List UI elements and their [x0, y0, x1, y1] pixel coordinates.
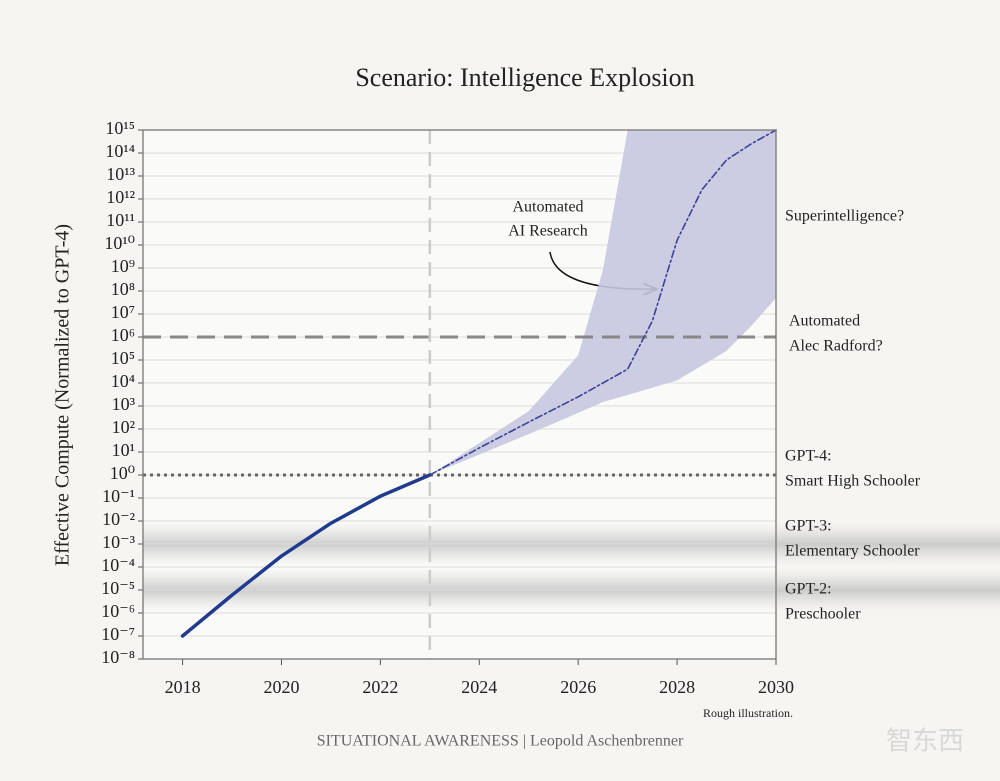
x-tick-label: 2020: [263, 677, 299, 697]
watermark: 智东西: [886, 727, 964, 757]
y-tick-label: 10⁰: [110, 463, 135, 483]
level-label: Automated: [789, 313, 860, 330]
y-tick-label: 10¹²: [106, 187, 135, 207]
y-axis-label: Effective Compute (Normalized to GPT-4): [52, 224, 74, 566]
x-tick-label: 2018: [165, 677, 201, 697]
level-label: GPT-2:: [785, 581, 832, 598]
x-tick-label: 2026: [560, 677, 596, 697]
x-tick-label: 2022: [362, 677, 398, 697]
series-line: [180, 473, 432, 638]
source: SITUATIONAL AWARENESS | Leopold Aschenbr…: [317, 733, 684, 750]
level-label: GPT-4:: [785, 448, 832, 465]
y-tick-label: 10¹⁵: [105, 118, 135, 138]
level-label: Superintelligence?: [785, 208, 904, 225]
y-tick-label: 10⁻⁵: [101, 578, 135, 598]
note: Rough illustration.: [703, 706, 793, 720]
y-tick-label: 10⁹: [111, 256, 135, 276]
level-label: Alec Radford?: [789, 338, 883, 355]
y-tick-label: 10³: [112, 394, 136, 414]
level-label: Elementary Schooler: [785, 543, 920, 560]
y-tick-label: 10⁻³: [102, 532, 136, 552]
plot-frame: [142, 129, 777, 660]
y-tick-label: 10⁻⁶: [101, 601, 135, 621]
y-tick-label: 10¹³: [106, 164, 135, 184]
level-label: Preschooler: [785, 606, 861, 623]
x-tick-label: 2024: [461, 677, 497, 697]
series-line: [429, 129, 777, 476]
annotation: Automated: [512, 199, 583, 216]
y-tick-label: 10⁻⁸: [101, 647, 135, 667]
y-tick-label: 10⁻²: [102, 509, 135, 529]
x-tick-label: 2028: [659, 677, 695, 697]
annotation: AI Research: [508, 223, 588, 240]
level-label: GPT-3:: [785, 518, 832, 535]
y-tick-label: 10⁴: [111, 371, 135, 391]
y-tick-label: 10⁶: [111, 325, 135, 345]
x-tick-label: 2030: [758, 677, 794, 697]
y-tick-label: 10¹¹: [106, 210, 135, 230]
y-tick-label: 10²: [112, 417, 135, 437]
y-tick-label: 10⁻⁷: [101, 624, 135, 644]
y-tick-label: 10¹⁴: [105, 141, 135, 161]
y-tick-label: 10⁷: [111, 302, 135, 322]
level-label: Smart High Schooler: [785, 473, 921, 490]
chart-title: Scenario: Intelligence Explosion: [355, 63, 694, 92]
y-tick-label: 10⁻⁴: [101, 555, 135, 575]
y-tick-label: 10⁻¹: [102, 486, 135, 506]
y-tick-label: 10⁸: [111, 279, 135, 299]
y-tick-label: 10¹⁰: [104, 233, 135, 253]
y-tick-label: 10⁵: [111, 348, 135, 368]
y-tick-label: 10¹: [112, 440, 135, 460]
